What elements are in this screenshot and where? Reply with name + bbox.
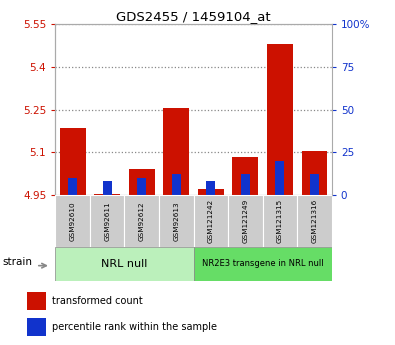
Bar <box>27 292 47 309</box>
Bar <box>194 195 228 247</box>
Text: percentile rank within the sample: percentile rank within the sample <box>52 322 217 332</box>
Text: GSM121242: GSM121242 <box>208 199 214 243</box>
Bar <box>68 178 77 195</box>
Bar <box>198 189 224 195</box>
Bar <box>267 44 293 195</box>
Bar <box>232 157 258 195</box>
Title: GDS2455 / 1459104_at: GDS2455 / 1459104_at <box>116 10 271 23</box>
Text: GSM121315: GSM121315 <box>277 199 283 243</box>
Bar <box>124 195 159 247</box>
Text: GSM92611: GSM92611 <box>104 201 110 240</box>
Text: transformed count: transformed count <box>52 296 143 306</box>
Text: GSM121249: GSM121249 <box>243 199 248 243</box>
Bar <box>310 175 319 195</box>
Bar <box>172 175 181 195</box>
Bar <box>60 128 86 195</box>
Text: strain: strain <box>3 257 33 267</box>
Bar <box>297 195 332 247</box>
Bar <box>228 195 263 247</box>
Text: NRL null: NRL null <box>101 259 148 269</box>
Text: GSM92613: GSM92613 <box>173 201 179 240</box>
Text: NR2E3 transgene in NRL null: NR2E3 transgene in NRL null <box>202 259 324 268</box>
Bar <box>263 195 297 247</box>
Bar <box>275 161 284 195</box>
Bar <box>55 247 194 281</box>
Text: GSM92612: GSM92612 <box>139 201 145 240</box>
Bar <box>103 181 112 195</box>
Text: GSM121316: GSM121316 <box>312 199 318 243</box>
Bar <box>163 108 189 195</box>
Bar <box>55 195 90 247</box>
Bar <box>137 178 146 195</box>
Bar <box>129 169 155 195</box>
Bar <box>301 151 327 195</box>
Text: GSM92610: GSM92610 <box>70 201 75 240</box>
Bar <box>159 195 194 247</box>
Bar <box>194 247 332 281</box>
Bar <box>206 181 215 195</box>
Bar <box>27 318 47 336</box>
Bar <box>94 194 120 195</box>
Bar <box>90 195 124 247</box>
Bar <box>241 175 250 195</box>
